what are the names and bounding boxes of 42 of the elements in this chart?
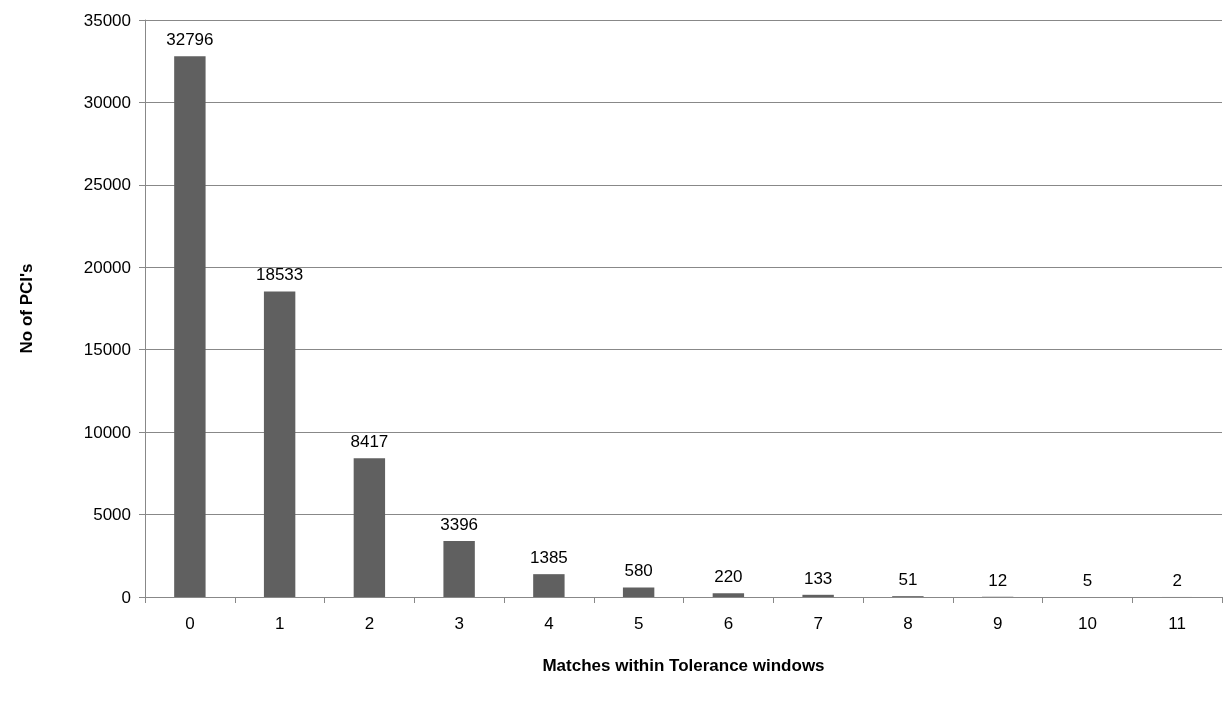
x-tick-label: 3: [454, 614, 464, 633]
x-tick-label: 9: [992, 614, 1003, 633]
data-label: 220: [714, 567, 743, 587]
x-tick-label: 0: [185, 614, 195, 633]
y-tick-label: 10000: [83, 422, 131, 442]
x-tick-label: 8: [903, 614, 913, 633]
y-tick-label: 15000: [83, 340, 131, 360]
y-tick-label: 5000: [93, 505, 131, 525]
y-axis-title: No of PCI's: [17, 263, 36, 354]
y-tick-label: 20000: [83, 257, 131, 277]
data-label: 2: [1172, 570, 1182, 590]
y-tick-label: 30000: [83, 92, 131, 112]
bar: [443, 541, 475, 597]
data-label: 18533: [255, 265, 304, 285]
x-tick-label: 5: [633, 614, 644, 633]
bar: [174, 56, 206, 597]
x-tick-label: 11: [1168, 614, 1186, 633]
x-axis-title: Matches within Tolerance windows: [542, 656, 825, 675]
x-tick-label: 2: [364, 614, 375, 633]
data-label: 3396: [440, 515, 479, 535]
bar: [353, 458, 386, 597]
bar: [533, 574, 565, 597]
bar: [712, 593, 745, 597]
x-tick-label: 7: [813, 614, 823, 633]
bar: [622, 587, 655, 597]
x-tick-label: 10: [1077, 614, 1097, 633]
data-label: 51: [898, 570, 918, 590]
bar: [263, 291, 296, 597]
x-tick-label: 1: [274, 614, 285, 633]
data-label: 32796: [166, 30, 214, 50]
x-tick-label: 6: [723, 614, 734, 633]
data-label: 580: [624, 561, 653, 581]
data-label: 12: [988, 570, 1008, 590]
data-label: 133: [803, 568, 833, 588]
y-tick-label: 35000: [83, 10, 131, 30]
x-tick-label: 4: [544, 614, 554, 633]
y-tick-label: 25000: [83, 175, 131, 195]
y-tick-label: 0: [121, 587, 131, 607]
bar: [802, 594, 834, 597]
data-label: 5: [1082, 570, 1093, 590]
data-label: 8417: [350, 432, 389, 452]
data-label: 1385: [529, 548, 568, 568]
